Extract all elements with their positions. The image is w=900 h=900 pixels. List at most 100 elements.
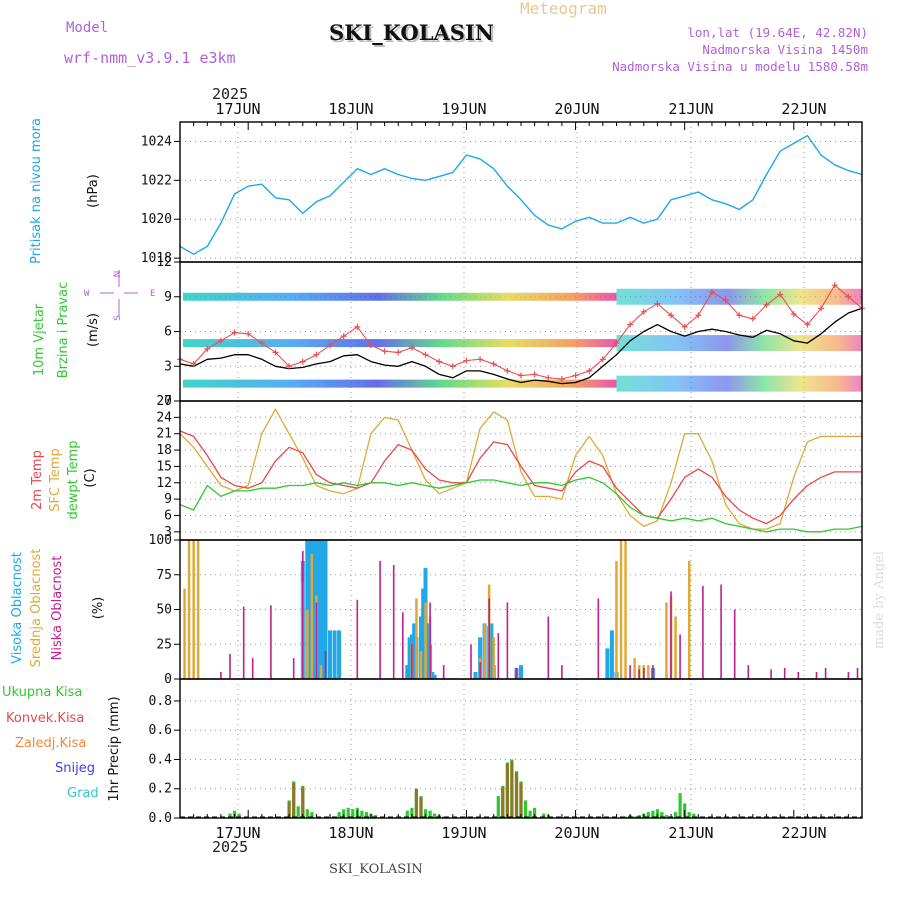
precip-total-bar — [405, 810, 409, 818]
cloud-mid-bar — [419, 651, 423, 679]
cloud-high-bar — [332, 630, 337, 679]
cloud-high-bar — [519, 665, 523, 679]
cloud-mid-bar — [424, 602, 427, 679]
cloud-mid-bar — [183, 588, 186, 679]
precip-total-bar — [655, 809, 659, 818]
precip-total-bar — [364, 812, 368, 818]
wind-barb-band-calm — [183, 292, 617, 301]
precip-total-bar — [646, 812, 650, 818]
cloud-low-bar — [720, 584, 722, 679]
cloud-high-bar — [430, 672, 435, 679]
cloud-y-tick-label: 25 — [156, 637, 172, 652]
precip-total-bar — [433, 813, 437, 818]
temperature-y-tick-label: 6 — [164, 508, 172, 523]
model-altitude-label: Nadmorska Visina u modelu 1580.58m — [612, 59, 868, 74]
cloud-low-bar — [497, 633, 500, 679]
wind-barb-bands — [183, 288, 862, 392]
cloud-y-tick-label: 50 — [156, 603, 172, 618]
precip-unit: 1hr Precip (mm) — [107, 696, 122, 802]
wind-gust-marker — [695, 312, 702, 319]
cloud-low-bar — [702, 585, 704, 679]
wind-gust-marker — [190, 360, 197, 367]
precip-total-bar — [651, 810, 655, 818]
pressure-y-tick-label: 1018 — [141, 251, 172, 266]
wind-y-tick-label: 6 — [164, 325, 172, 340]
bottom-year-label: 2025 — [212, 838, 249, 856]
cloud-low-bar — [270, 605, 272, 679]
wind-gust-marker — [340, 333, 347, 340]
cloud-high-bar — [432, 674, 437, 679]
wind-gust-marker — [558, 375, 565, 382]
precip-total-bar — [528, 810, 532, 818]
cloud-mid-bar — [310, 553, 314, 679]
pressure-y-tick-label: 1022 — [141, 173, 172, 188]
wind-gust-marker — [354, 323, 361, 330]
wind-gust-marker — [299, 358, 306, 365]
cloud-low-bar — [479, 662, 481, 679]
precip-legend-total: Ukupna Kisa — [2, 685, 83, 700]
precip-conv-bar — [510, 760, 514, 818]
precip-total-bar — [360, 810, 364, 818]
precip-legend-conv: Konvek.Kisa — [6, 711, 85, 726]
precip-conv-bar — [301, 787, 305, 818]
bottom-day-label: 20JUN — [554, 824, 599, 842]
wind-unit: (m/s) — [86, 313, 101, 347]
cloud-low-bar — [429, 602, 431, 679]
cloud-mid-bar — [319, 665, 323, 679]
cloud-y-tick-label: 0 — [164, 672, 172, 687]
wind-gust-marker — [790, 311, 797, 318]
pressure-line — [179, 134, 863, 255]
precip-total-bar — [337, 812, 341, 818]
cloud-low-bar — [670, 591, 672, 679]
temperature-y-tick-label: 3 — [164, 525, 172, 540]
cloud-low-bar — [638, 669, 640, 679]
cloud-low-bar — [442, 665, 445, 679]
wind-gust-marker — [504, 367, 511, 374]
wind-gust-marker — [286, 363, 293, 370]
station-title: SKI_KOLASIN — [329, 20, 494, 45]
cloud-high-bar — [328, 630, 332, 679]
temperature-y-tick-label: 9 — [164, 492, 172, 507]
precip-total-bar — [624, 816, 628, 818]
cloud-mid-bar — [624, 540, 627, 679]
top-day-label: 17JUN — [215, 100, 260, 118]
precip-y-tick-label: 0.2 — [149, 782, 172, 797]
frame-layer — [179, 121, 863, 819]
wind-panel-title-1: 10m Vjetar — [32, 303, 47, 377]
wind-gust-marker — [627, 321, 634, 328]
wind-gust-marker — [818, 305, 825, 312]
wind-y-tick-label: 9 — [164, 290, 172, 305]
cloud-low-bar — [324, 651, 327, 679]
bar-layer — [183, 540, 859, 818]
temperature-y-tick-label: 12 — [156, 476, 172, 491]
cloud-y-tick-label: 100 — [149, 533, 172, 548]
cloud-high-bar — [318, 540, 323, 679]
wind-panel-title-2: Brzina i Pravac — [56, 281, 71, 379]
precip-conv-bar — [292, 782, 296, 818]
temperature-y-tick-label: 24 — [156, 410, 172, 425]
cloud-low-bar — [356, 599, 359, 679]
cloud-high-bar — [323, 540, 328, 679]
wind-dir-n: N — [113, 270, 123, 278]
wind-barb-band-strong — [616, 288, 862, 305]
top-day-label: 20JUN — [554, 100, 599, 118]
cloud-low-bar — [470, 644, 472, 680]
precip-total-bar — [410, 807, 414, 818]
temperature-y-tick-label: 21 — [156, 427, 172, 442]
wind-gust-marker — [258, 340, 265, 347]
bottom-day-label: 17JUN — [215, 824, 260, 842]
cloud-low-bar — [515, 667, 518, 679]
pressure-panel-frame — [179, 121, 863, 263]
wind-gust-marker — [763, 301, 770, 308]
wind-barb-band-calm — [183, 339, 617, 348]
precip-y-tick-label: 0.6 — [149, 723, 172, 738]
temp-panel-title-2: SFC Temp — [48, 448, 63, 512]
cloud-high-bar — [609, 630, 614, 679]
cloud-panel-title-1: Visoka Oblacnost — [10, 552, 25, 664]
cloud-low-bar — [679, 634, 681, 679]
cloud-low-bar — [506, 602, 509, 679]
cloud-mid-bar — [674, 616, 677, 679]
wind-speed-line — [179, 307, 863, 385]
wind-y-tick-label: 12 — [156, 255, 172, 270]
cloud-low-bar — [561, 665, 563, 679]
